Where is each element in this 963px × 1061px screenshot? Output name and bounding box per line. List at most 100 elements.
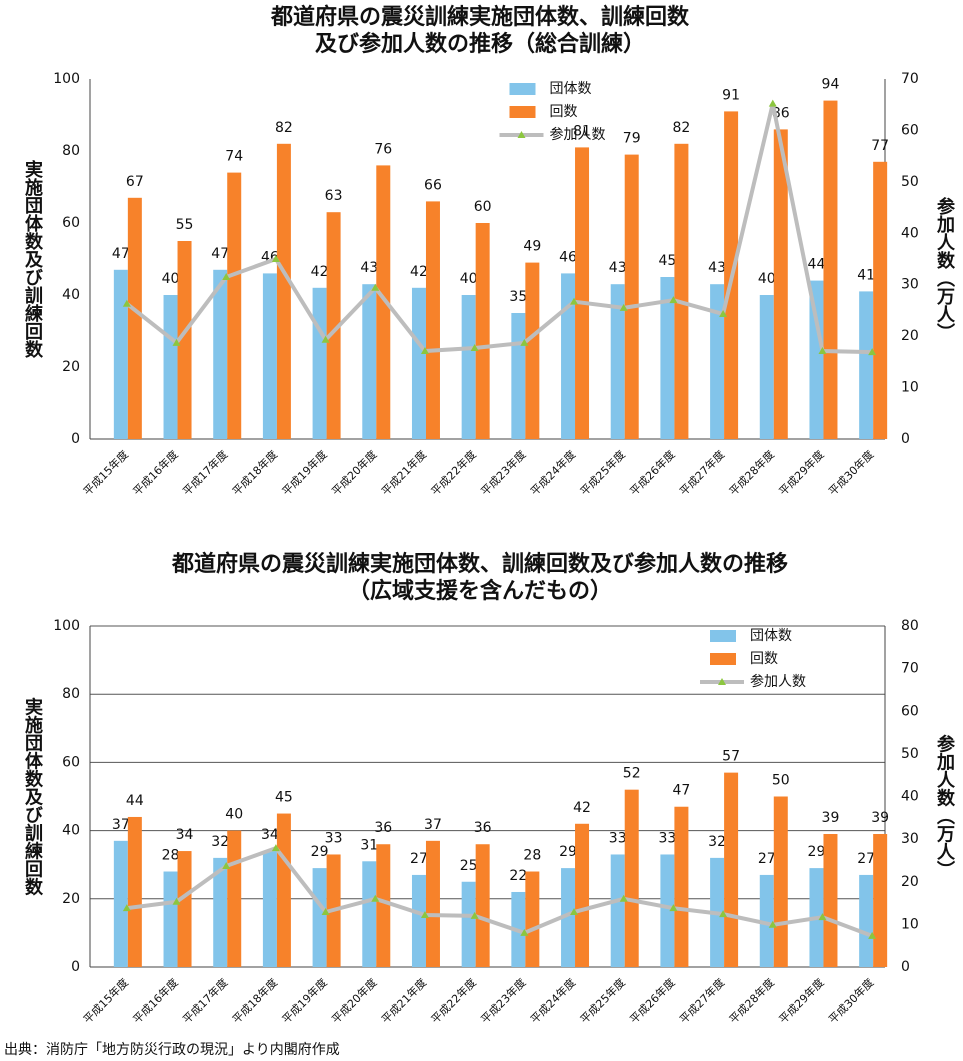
y2-tick-label: 70	[901, 71, 919, 87]
x-tick-label: 平成27年度	[676, 975, 727, 1026]
x-tick-label: 平成30年度	[825, 975, 876, 1026]
value-label: 41	[857, 267, 875, 283]
bar	[773, 129, 788, 439]
y2-tick-label: 10	[901, 916, 919, 932]
bar	[425, 201, 440, 439]
value-label: 76	[374, 141, 392, 157]
legend-swatch	[509, 83, 536, 95]
bar	[475, 223, 490, 439]
bar	[276, 143, 291, 440]
y-tick-label: 0	[71, 959, 80, 975]
legend-label: 参加人数	[550, 126, 606, 143]
bar	[674, 143, 689, 440]
bar	[326, 212, 341, 439]
y-tick-label: 100	[53, 71, 80, 87]
chart-title: 及び参加人数の推移（総合訓練）	[315, 31, 645, 57]
value-label: 40	[225, 807, 243, 823]
value-label: 60	[474, 199, 492, 215]
x-tick-label: 平成15年度	[80, 447, 131, 498]
bar	[312, 287, 327, 439]
value-label: 79	[623, 131, 641, 147]
x-tick-label: 平成20年度	[329, 447, 380, 498]
value-label: 45	[658, 253, 676, 269]
y-axis-title: 実施団体数及び訓練回数	[22, 696, 43, 896]
value-label: 29	[311, 844, 329, 860]
y2-tick-label: 20	[901, 874, 919, 890]
value-label: 44	[126, 793, 144, 809]
bar	[773, 796, 788, 967]
value-label: 43	[708, 260, 726, 276]
bar	[873, 834, 888, 967]
x-tick-label: 平成18年度	[229, 447, 280, 498]
value-label: 39	[871, 810, 889, 826]
value-label: 28	[523, 848, 541, 864]
y2-tick-label: 40	[901, 789, 919, 805]
bar	[610, 854, 625, 967]
bar	[362, 861, 377, 967]
x-tick-label: 平成24年度	[527, 975, 578, 1026]
bar	[561, 868, 576, 967]
legend-marker	[517, 131, 526, 138]
value-label: 27	[857, 851, 875, 867]
bar	[127, 197, 142, 439]
value-label: 27	[758, 851, 776, 867]
bar	[362, 284, 377, 439]
bar	[823, 834, 838, 967]
legend-swatch	[710, 653, 736, 665]
line-marker	[222, 273, 231, 280]
value-label: 66	[424, 177, 442, 193]
legend-label: 回数	[750, 651, 778, 667]
bar	[610, 284, 625, 439]
bar	[809, 280, 824, 439]
bar	[411, 874, 426, 967]
y-tick-label: 20	[62, 359, 80, 375]
value-label: 47	[211, 246, 229, 262]
bar	[213, 857, 228, 967]
value-label: 74	[225, 149, 243, 165]
bar	[163, 295, 178, 439]
bar	[177, 851, 192, 967]
value-label: 63	[325, 188, 343, 204]
bar	[461, 881, 476, 967]
value-label: 45	[275, 790, 293, 806]
line-marker	[768, 99, 777, 107]
value-label: 31	[360, 837, 378, 853]
value-label: 40	[162, 271, 180, 287]
y-tick-label: 0	[71, 431, 80, 447]
y2-tick-label: 0	[901, 959, 910, 975]
legend-swatch	[710, 630, 736, 642]
y2-tick-label: 80	[901, 618, 919, 634]
value-label: 37	[112, 817, 130, 833]
value-label: 94	[822, 77, 840, 93]
legend-label: 参加人数	[750, 673, 806, 690]
chart-title: 都道府県の震災訓練実施団体数、訓練回数	[270, 4, 690, 30]
value-label: 39	[822, 810, 840, 826]
x-tick-label: 平成23年度	[478, 447, 529, 498]
line-marker	[619, 303, 628, 311]
value-label: 40	[460, 271, 478, 287]
bar	[475, 844, 490, 967]
line-marker	[172, 338, 181, 346]
value-label: 33	[325, 830, 343, 846]
bar	[724, 772, 739, 967]
line-marker	[420, 910, 429, 918]
y-tick-label: 80	[62, 143, 80, 159]
bar	[859, 291, 874, 439]
bar	[525, 871, 540, 967]
bar	[425, 840, 440, 967]
value-label: 32	[708, 834, 726, 850]
y2-tick-label: 50	[901, 746, 919, 762]
x-tick-label: 平成22年度	[428, 447, 479, 498]
line-marker	[719, 310, 728, 318]
x-tick-label: 平成16年度	[130, 975, 181, 1026]
line-marker	[818, 913, 827, 921]
line-marker	[420, 347, 429, 355]
line-marker	[271, 255, 280, 262]
y2-axis-title: 参加人数（万人）	[934, 196, 956, 341]
value-label: 47	[672, 783, 690, 799]
y2-tick-label: 40	[901, 225, 919, 241]
line-marker	[470, 343, 479, 351]
value-label: 91	[722, 87, 740, 103]
x-tick-label: 平成22年度	[428, 975, 479, 1026]
